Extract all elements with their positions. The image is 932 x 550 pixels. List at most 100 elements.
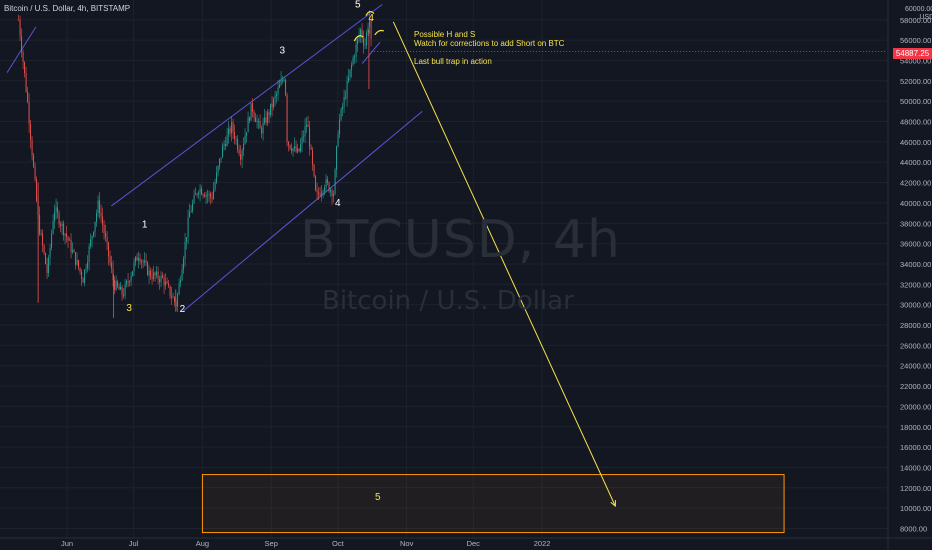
candle-body (22, 51, 24, 62)
candle-body (94, 221, 96, 232)
candle-body (282, 79, 284, 81)
candle-body (258, 120, 260, 122)
candle-body (75, 252, 77, 265)
candle-body (85, 268, 87, 270)
y-tick-label: 34000.00 (900, 260, 931, 269)
candle-body (171, 295, 173, 298)
y-tick-label: 22000.00 (900, 382, 931, 391)
wave-label: 3 (126, 303, 132, 314)
candle-body (237, 139, 239, 150)
candle-body (345, 96, 347, 98)
x-tick-label: Jul (129, 539, 139, 548)
candle-body (265, 117, 267, 123)
candle-body (289, 145, 291, 149)
candle-body (231, 122, 233, 134)
candle-body (222, 145, 224, 158)
candle-body (363, 37, 365, 46)
candle-body (238, 149, 240, 155)
candle-body (297, 148, 299, 152)
candle-body (244, 135, 246, 145)
y-tick-label: 48000.00 (900, 118, 931, 127)
candle-body (229, 128, 231, 134)
candle-body (273, 98, 275, 108)
candle-body (180, 280, 182, 284)
candle-body (174, 297, 176, 302)
candle-body (319, 193, 321, 196)
candle-body (145, 260, 147, 263)
candle-body (105, 233, 107, 237)
candle-body (307, 124, 309, 127)
candle-body (160, 275, 162, 283)
candle-body (48, 257, 50, 274)
candle-body (274, 95, 276, 99)
candle-body (351, 64, 353, 70)
candle-body (322, 191, 324, 193)
channel-line (361, 41, 381, 64)
candle-body (169, 285, 171, 296)
candle-body (112, 268, 114, 280)
candle-body (162, 275, 164, 278)
candle-body (141, 261, 143, 263)
candle-body (241, 150, 243, 160)
candle-body (261, 128, 263, 134)
candle-body (129, 281, 131, 283)
head-mark (365, 10, 375, 16)
candle-body (28, 101, 30, 125)
candle-body (369, 18, 371, 27)
candle-body (111, 262, 113, 269)
candle-body (285, 79, 287, 95)
channel-line (182, 110, 423, 313)
candle-body (346, 81, 348, 98)
candle-body (223, 144, 225, 146)
candle-body (367, 26, 369, 33)
y-tick-label: 38000.00 (900, 219, 931, 228)
candle-body (81, 271, 83, 279)
candle-body (55, 207, 57, 212)
y-tick-label: 30000.00 (900, 301, 931, 310)
candle-body (121, 286, 123, 295)
candle-body (291, 148, 293, 152)
candle-body (168, 283, 170, 286)
candle-body (40, 233, 42, 235)
candle-body (300, 144, 302, 152)
candle-body (109, 256, 111, 263)
candle-body (25, 72, 27, 92)
candle-body (67, 237, 69, 241)
candle-body (267, 112, 269, 123)
candle-body (154, 272, 156, 276)
candle-body (298, 148, 300, 152)
channel-line (111, 4, 383, 207)
candle-body (130, 275, 132, 282)
candle-body (325, 179, 327, 188)
candle-body (118, 286, 120, 290)
candle-body (321, 192, 323, 196)
candle-body (54, 211, 56, 222)
x-tick-label: 2022 (534, 539, 551, 548)
candle-body (316, 190, 318, 193)
candle-body (61, 223, 63, 227)
y-tick-label: 24000.00 (900, 362, 931, 371)
candle-body (355, 44, 357, 57)
wave-label: 3 (280, 45, 286, 56)
candle-body (328, 182, 330, 192)
candle-body (138, 258, 140, 261)
candle-body (184, 241, 186, 259)
candle-body (157, 271, 159, 280)
wave-label: 4 (368, 13, 374, 24)
candle-body (361, 29, 363, 38)
candle-body (271, 103, 273, 108)
y-tick-label: 50000.00 (900, 97, 931, 106)
candle-body (43, 245, 45, 254)
candle-body (198, 192, 200, 195)
candle-body (268, 112, 270, 115)
watermark-name: Bitcoin / U.S. Dollar (322, 286, 574, 316)
candle-body (99, 200, 101, 213)
x-tick-label: Jun (61, 539, 73, 548)
candle-body (310, 146, 312, 150)
candle-body (172, 297, 174, 299)
y-tick-label: 42000.00 (900, 179, 931, 188)
right-shoulder-mark (374, 29, 385, 36)
candle-body (354, 56, 356, 58)
